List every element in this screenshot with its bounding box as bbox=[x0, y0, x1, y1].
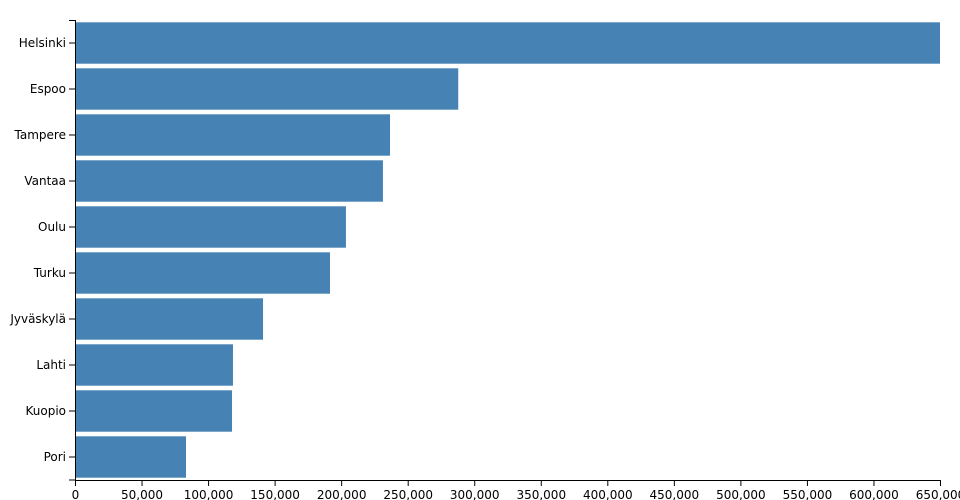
bar bbox=[75, 114, 390, 156]
y-tick-label: Vantaa bbox=[24, 174, 66, 188]
y-tick-label: Espoo bbox=[30, 82, 66, 96]
bar bbox=[75, 298, 264, 340]
y-tick-label: Turku bbox=[33, 266, 66, 280]
x-tick-label: 200,000 bbox=[317, 488, 367, 500]
x-tick-label: 450,000 bbox=[650, 488, 700, 500]
y-tick-label: Helsinki bbox=[19, 36, 66, 50]
y-tick-label: Kuopio bbox=[25, 404, 66, 418]
x-tick-label: 300,000 bbox=[450, 488, 500, 500]
x-tick-label: 0 bbox=[72, 488, 80, 500]
x-tick-label: 550,000 bbox=[783, 488, 833, 500]
x-tick-label: 150,000 bbox=[250, 488, 300, 500]
x-tick-label: 100,000 bbox=[184, 488, 234, 500]
bar bbox=[75, 344, 233, 386]
bar bbox=[75, 206, 346, 248]
y-tick-label: Pori bbox=[44, 450, 66, 464]
x-axis bbox=[75, 480, 941, 486]
x-tick-label: 400,000 bbox=[583, 488, 633, 500]
bar bbox=[75, 22, 940, 64]
y-tick-label: Oulu bbox=[38, 220, 66, 234]
y-tick-label: Jyväskylä bbox=[9, 312, 66, 326]
y-axis bbox=[69, 20, 76, 481]
bar bbox=[75, 68, 459, 110]
x-tick-label: 250,000 bbox=[383, 488, 433, 500]
x-tick-label: 50,000 bbox=[121, 488, 163, 500]
x-tick-label: 500,000 bbox=[716, 488, 766, 500]
x-tick-label: 600,000 bbox=[849, 488, 899, 500]
bar bbox=[75, 252, 330, 294]
bar bbox=[75, 436, 186, 478]
bar bbox=[75, 390, 233, 432]
y-tick-label: Lahti bbox=[36, 358, 66, 372]
x-tick-label: 350,000 bbox=[516, 488, 566, 500]
y-tick-label: Tampere bbox=[14, 128, 66, 142]
x-tick-label: 650,000 bbox=[916, 488, 960, 500]
bar bbox=[75, 160, 383, 202]
